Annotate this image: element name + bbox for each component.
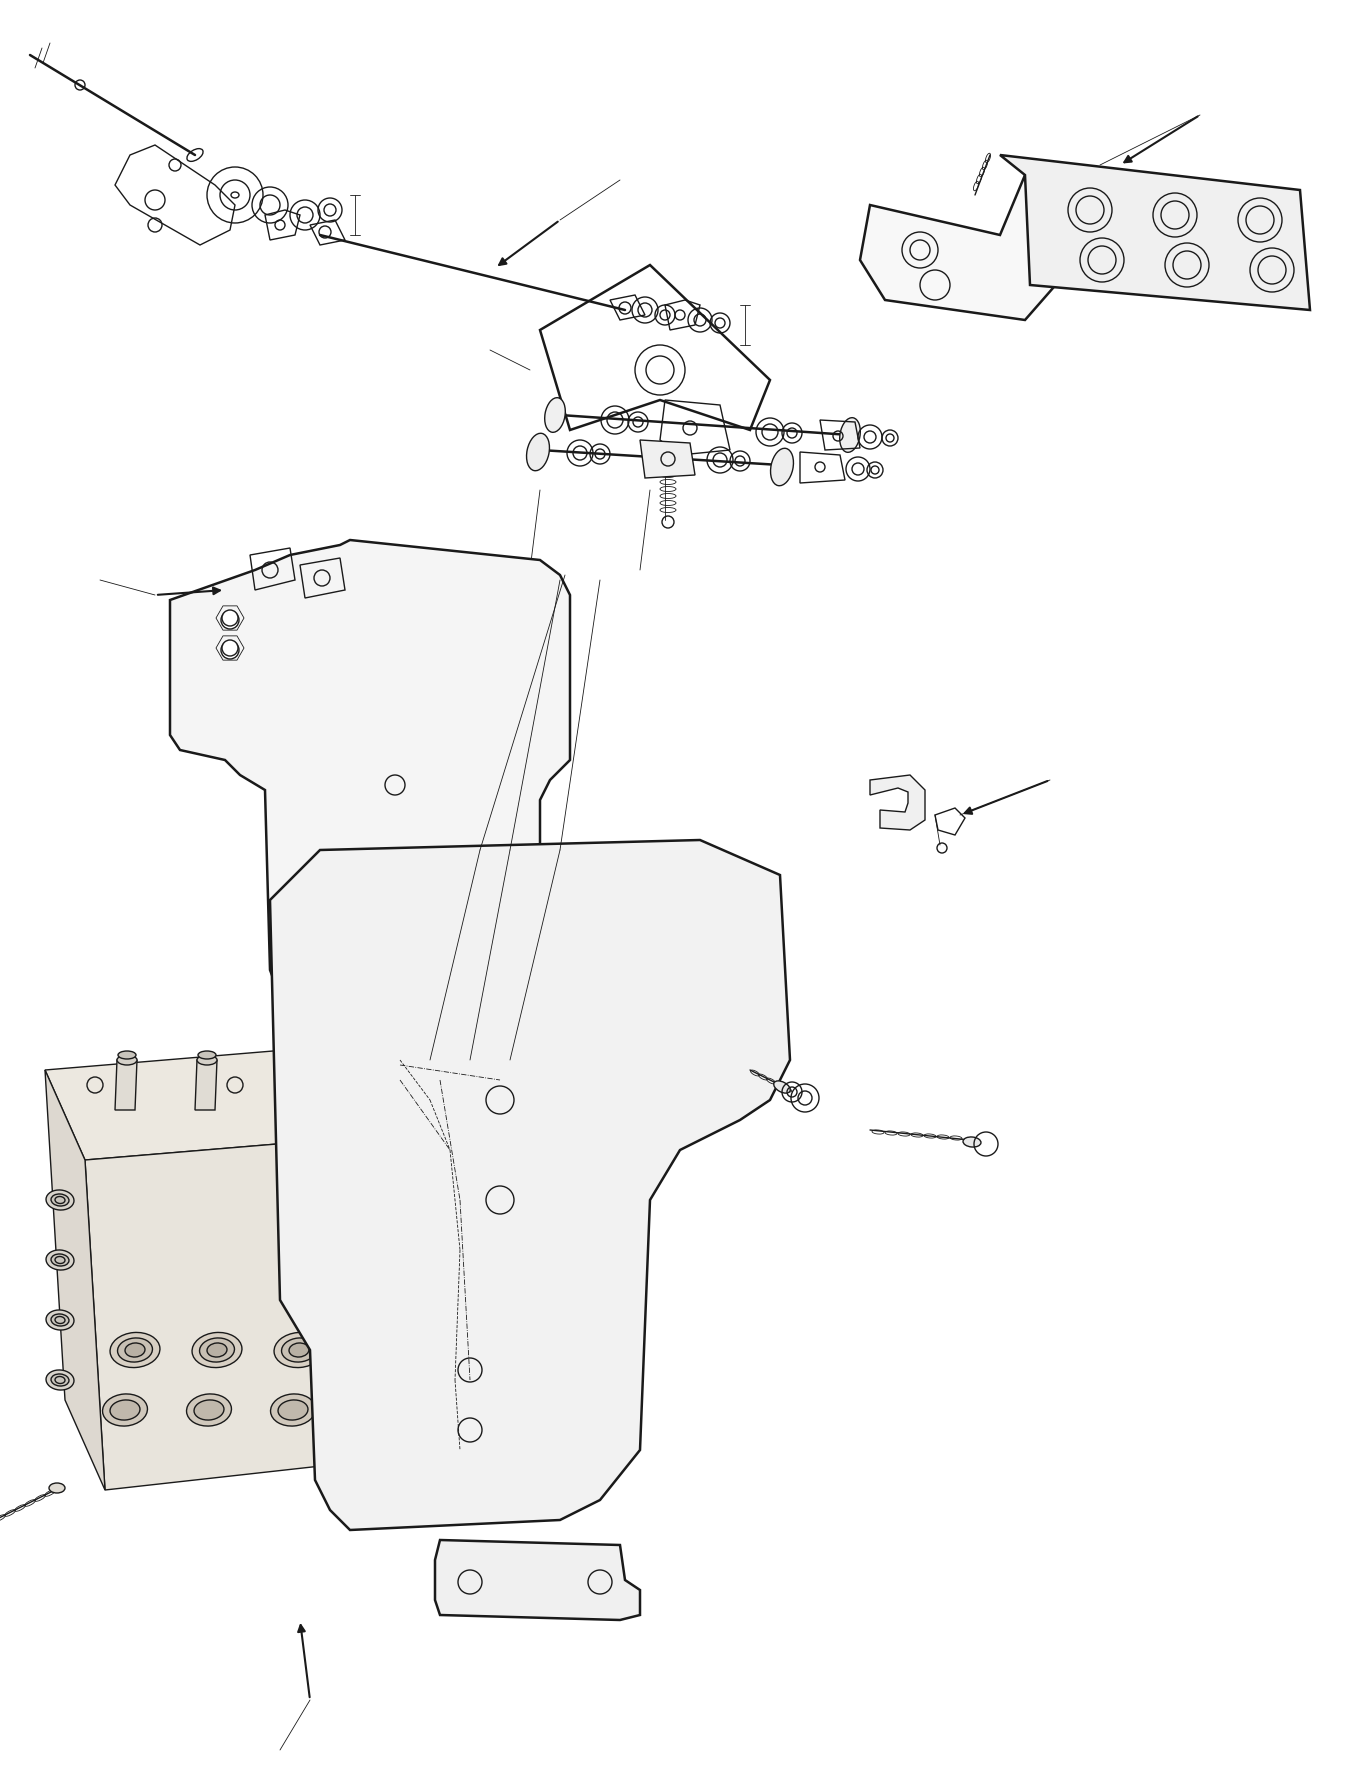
Circle shape [221,642,240,659]
Ellipse shape [187,1394,232,1426]
Ellipse shape [51,1194,69,1206]
Ellipse shape [192,1333,242,1367]
Ellipse shape [46,1249,74,1271]
Polygon shape [275,1060,297,1110]
Ellipse shape [197,1055,217,1066]
Ellipse shape [358,1051,376,1059]
Ellipse shape [279,1401,308,1420]
Ellipse shape [962,1137,981,1148]
Ellipse shape [102,1394,148,1426]
Ellipse shape [357,1333,406,1367]
Polygon shape [114,1060,137,1110]
Ellipse shape [232,192,240,198]
Ellipse shape [199,1338,234,1361]
Ellipse shape [51,1255,69,1265]
Ellipse shape [117,1338,152,1361]
Polygon shape [195,1060,217,1110]
Ellipse shape [194,1401,223,1420]
Ellipse shape [117,1055,137,1066]
Ellipse shape [840,417,860,453]
Ellipse shape [362,1401,392,1420]
Circle shape [222,609,238,625]
Polygon shape [271,839,790,1531]
Ellipse shape [46,1370,74,1390]
Ellipse shape [357,1055,377,1066]
Ellipse shape [545,397,565,433]
Polygon shape [85,1130,464,1490]
Polygon shape [170,540,569,1019]
Ellipse shape [354,1394,400,1426]
Ellipse shape [279,1051,296,1059]
Ellipse shape [207,1344,227,1358]
Ellipse shape [277,1055,297,1066]
Polygon shape [639,440,695,478]
Ellipse shape [51,1374,69,1386]
Ellipse shape [118,1051,136,1059]
Ellipse shape [526,433,549,470]
Ellipse shape [51,1313,69,1326]
Polygon shape [1000,155,1310,310]
Ellipse shape [363,1338,398,1361]
Circle shape [221,611,240,629]
Ellipse shape [275,1333,324,1367]
Polygon shape [44,1041,446,1160]
Ellipse shape [46,1190,74,1210]
Circle shape [222,640,238,656]
Ellipse shape [271,1394,315,1426]
Ellipse shape [770,449,793,486]
Polygon shape [860,166,1061,321]
Ellipse shape [110,1401,140,1420]
Polygon shape [355,1060,377,1110]
Ellipse shape [281,1338,316,1361]
Ellipse shape [48,1483,65,1493]
Ellipse shape [125,1344,145,1358]
Polygon shape [870,775,925,830]
Ellipse shape [289,1344,310,1358]
Polygon shape [44,1069,105,1490]
Ellipse shape [198,1051,215,1059]
Ellipse shape [371,1344,390,1358]
Ellipse shape [110,1333,160,1367]
Polygon shape [435,1540,639,1620]
Ellipse shape [46,1310,74,1329]
Ellipse shape [774,1082,790,1092]
